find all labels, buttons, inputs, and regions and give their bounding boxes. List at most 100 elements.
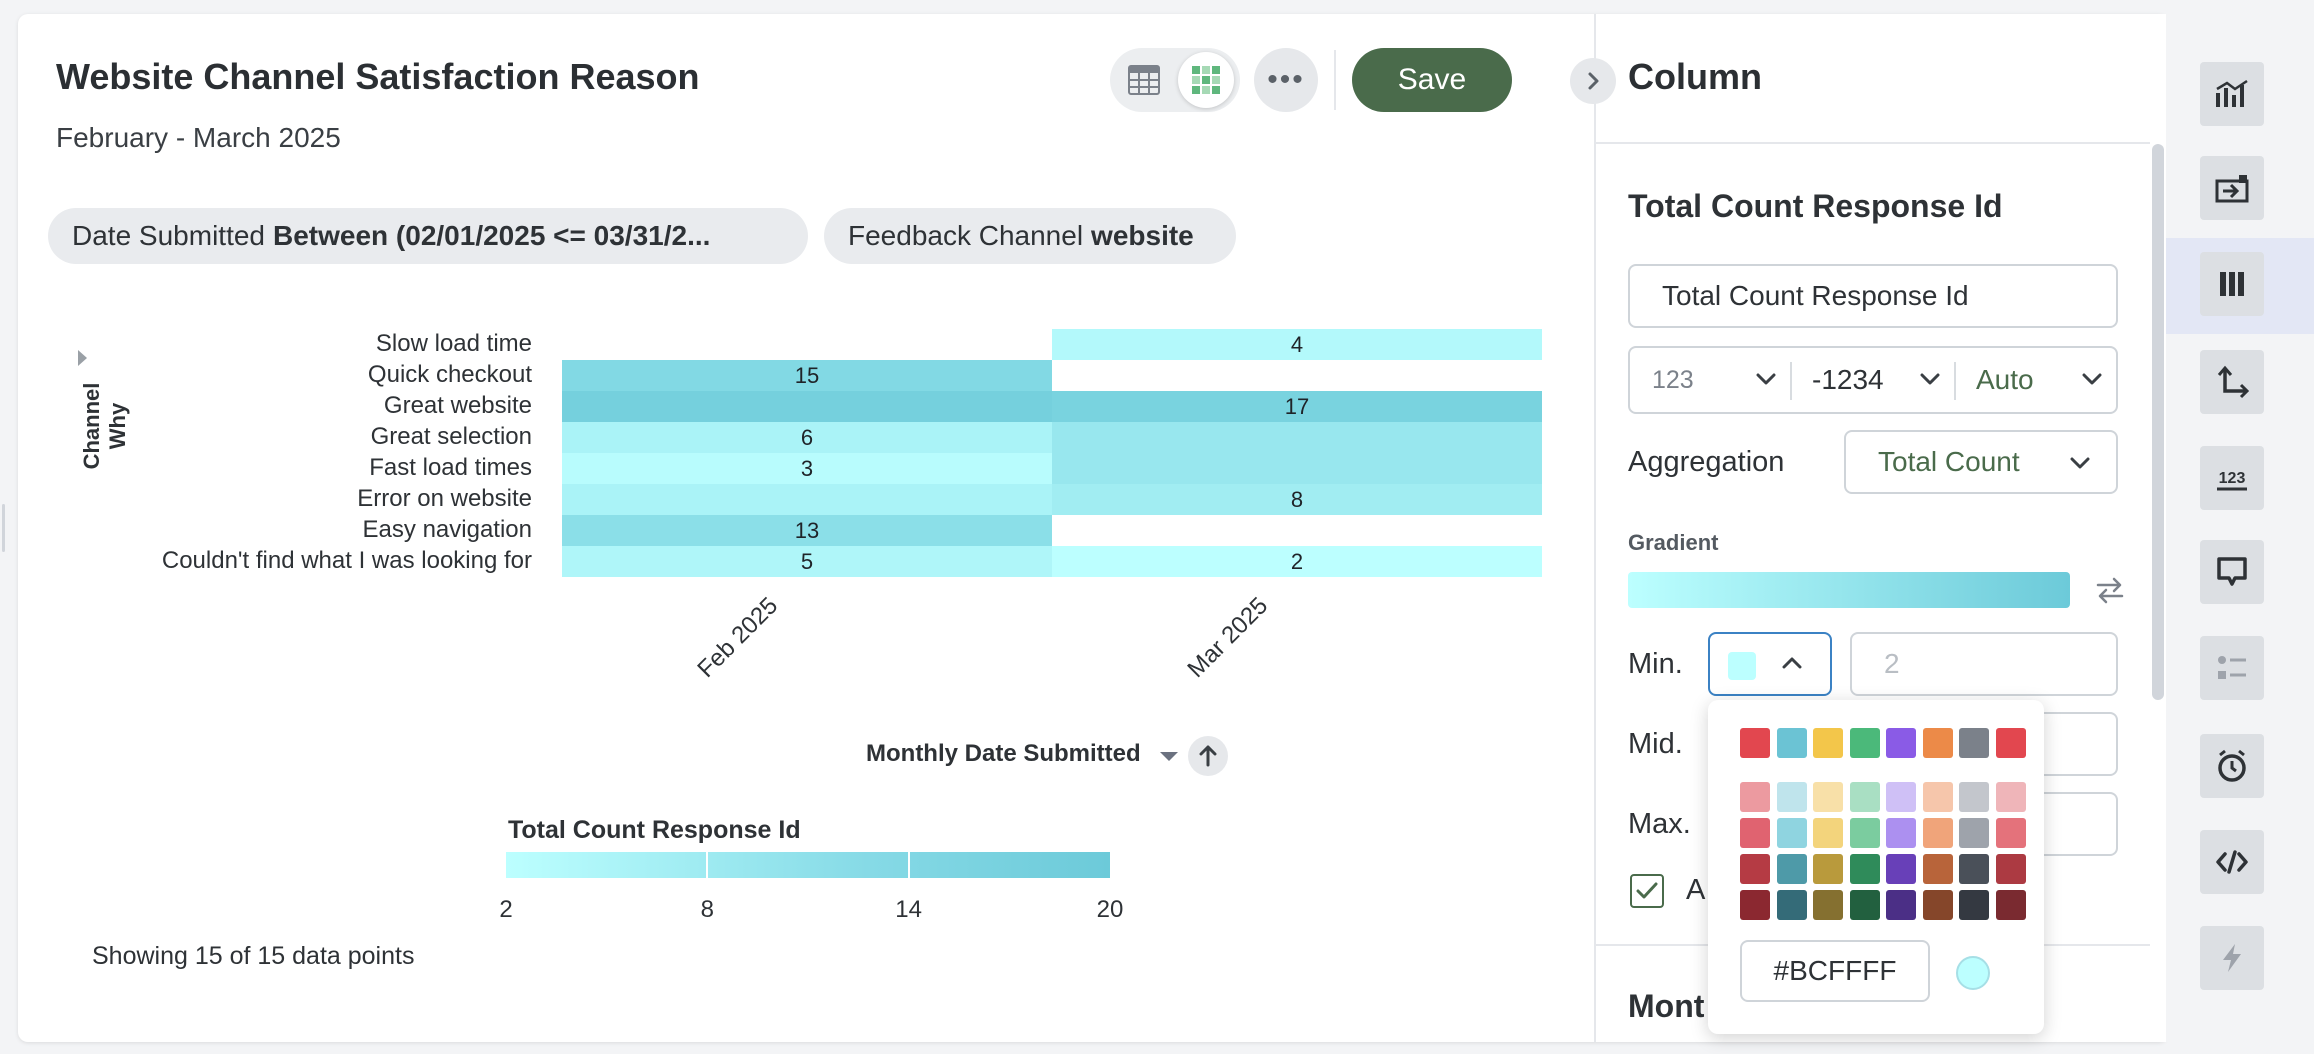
list-icon	[2216, 653, 2248, 683]
color-swatch[interactable]	[1995, 818, 2026, 848]
table-view-button[interactable]	[1116, 52, 1172, 108]
color-swatch[interactable]	[1776, 854, 1807, 884]
collapse-panel-button[interactable]	[1570, 58, 1616, 104]
color-swatch[interactable]	[1740, 728, 1770, 758]
panel-title: Column	[1628, 56, 1762, 97]
color-swatch[interactable]	[1922, 854, 1953, 884]
color-swatch[interactable]	[1886, 782, 1916, 812]
number-type-select[interactable]: 123	[1630, 348, 1790, 412]
color-swatch[interactable]	[1959, 818, 1989, 848]
tooltip-button[interactable]	[2200, 540, 2264, 604]
color-swatch[interactable]	[1995, 854, 2026, 884]
color-swatch[interactable]	[1886, 818, 1916, 848]
auto-checkbox[interactable]	[1630, 874, 1664, 908]
legend-tick-mark	[706, 852, 709, 878]
color-swatch[interactable]	[1959, 854, 1989, 884]
color-swatch[interactable]	[1849, 818, 1880, 848]
legend-gradient-bar	[506, 852, 1110, 878]
chart-type-button[interactable]	[2200, 62, 2264, 126]
color-swatch[interactable]	[1813, 818, 1843, 848]
x-axis-dropdown-icon[interactable]	[1160, 752, 1178, 761]
color-swatch[interactable]	[1849, 890, 1880, 920]
color-swatch[interactable]	[1922, 782, 1953, 812]
column-name-input[interactable]: Total Count Response Id	[1628, 264, 2118, 328]
y-axis-expand-icon[interactable]	[78, 350, 87, 366]
color-swatch[interactable]	[1740, 890, 1770, 920]
arrow-up-icon	[1199, 745, 1217, 767]
filter-chip-date[interactable]: Date Submitted Between (02/01/2025 <= 03…	[48, 208, 808, 264]
export-button[interactable]	[2200, 156, 2264, 220]
units-value: Auto	[1976, 364, 2034, 395]
color-swatch[interactable]	[1813, 890, 1843, 920]
more-options-button[interactable]: •••	[1254, 48, 1318, 112]
min-color-select[interactable]	[1708, 632, 1832, 696]
svg-text:123: 123	[2219, 470, 2246, 487]
swap-icon[interactable]	[2094, 574, 2126, 606]
columns-button[interactable]	[2200, 252, 2264, 316]
legend-tick-label: 8	[700, 896, 715, 923]
number-format-row: 123 -1234 Auto	[1628, 346, 2118, 414]
color-swatch[interactable]	[1886, 854, 1916, 884]
color-swatch[interactable]	[1959, 890, 1989, 920]
sort-ascending-button[interactable]	[1188, 736, 1228, 776]
aggregation-select[interactable]: Total Count	[1844, 430, 2118, 494]
color-swatch[interactable]	[1922, 818, 1953, 848]
chevron-down-icon	[1756, 373, 1776, 385]
color-picker-popover: #BCFFFF	[1708, 700, 2044, 1034]
color-swatch[interactable]	[1776, 728, 1807, 758]
axis-button[interactable]	[2200, 350, 2264, 414]
color-swatch[interactable]	[1740, 854, 1770, 884]
negative-format-value: -1234	[1812, 364, 1884, 395]
color-swatch[interactable]	[1776, 782, 1807, 812]
color-swatch[interactable]	[1849, 854, 1880, 884]
x-axis-title[interactable]: Monthly Date Submitted	[866, 740, 1141, 767]
format-separator	[1790, 362, 1792, 400]
number-format-button[interactable]: 123	[2200, 446, 2264, 510]
negative-format-select[interactable]: -1234	[1792, 348, 1954, 412]
color-swatch[interactable]	[1740, 782, 1770, 812]
columns-icon	[2217, 269, 2247, 299]
resize-handle[interactable]	[2, 504, 5, 552]
legend-tick-label: 20	[1096, 896, 1124, 923]
save-button[interactable]: Save	[1352, 48, 1512, 112]
legend-tick-mark	[907, 852, 910, 878]
color-swatch[interactable]	[1776, 890, 1807, 920]
color-swatch[interactable]	[1922, 728, 1953, 758]
chevron-right-icon	[1588, 72, 1599, 90]
list-button[interactable]	[2200, 636, 2264, 700]
section-title: Total Count Response Id	[1628, 188, 2003, 224]
color-swatch[interactable]	[1995, 728, 2026, 758]
panel-scrollbar[interactable]	[2152, 144, 2164, 700]
min-value-input[interactable]: 2	[1850, 632, 2118, 696]
color-swatch[interactable]	[1813, 728, 1843, 758]
filter-chip-label: Date Submitted	[72, 220, 265, 251]
chart-title: Website Channel Satisfaction Reason	[56, 56, 700, 97]
filter-chip-channel[interactable]: Feedback Channel website	[824, 208, 1236, 264]
color-swatch[interactable]	[1886, 890, 1916, 920]
heatmap-view-button[interactable]	[1178, 52, 1234, 108]
max-label: Max.	[1628, 808, 1691, 840]
color-swatch[interactable]	[1813, 782, 1843, 812]
chevron-down-icon	[2070, 457, 2090, 469]
color-swatch[interactable]	[1849, 782, 1880, 812]
color-swatch[interactable]	[1995, 782, 2026, 812]
color-swatch[interactable]	[1776, 818, 1807, 848]
color-swatch[interactable]	[1813, 854, 1843, 884]
mid-value-input[interactable]	[2030, 712, 2118, 776]
color-swatch[interactable]	[1740, 818, 1770, 848]
lightning-icon	[2219, 942, 2245, 974]
color-swatch[interactable]	[1959, 782, 1989, 812]
color-swatch[interactable]	[1995, 890, 2026, 920]
max-value-input[interactable]	[2030, 792, 2118, 856]
lightning-button[interactable]	[2200, 926, 2264, 990]
hex-color-input[interactable]: #BCFFFF	[1740, 940, 1930, 1002]
color-swatch[interactable]	[1849, 728, 1880, 758]
color-swatch[interactable]	[1886, 728, 1916, 758]
code-button[interactable]	[2200, 830, 2264, 894]
units-select[interactable]: Auto	[1956, 348, 2116, 412]
color-swatch[interactable]	[1959, 728, 1989, 758]
color-swatch[interactable]	[1922, 890, 1953, 920]
alert-button[interactable]	[2200, 734, 2264, 798]
filter-chip-label: Feedback Channel	[848, 220, 1084, 251]
ellipsis-icon: •••	[1267, 63, 1305, 96]
